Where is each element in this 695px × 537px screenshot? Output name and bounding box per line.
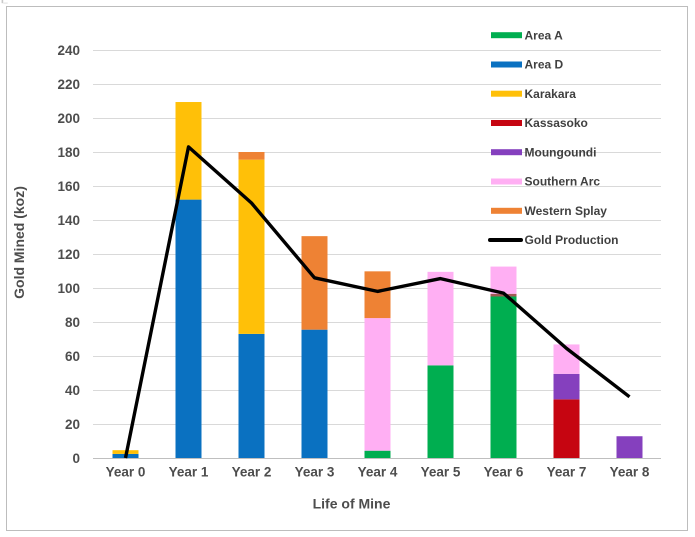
svg-text:0: 0: [72, 451, 80, 466]
svg-text:Area D: Area D: [525, 58, 564, 72]
svg-text:Year 3: Year 3: [295, 465, 335, 480]
svg-text:60: 60: [65, 349, 80, 364]
svg-text:Karakara: Karakara: [525, 87, 577, 101]
svg-text:Life of Mine: Life of Mine: [313, 496, 391, 512]
svg-text:Year 8: Year 8: [610, 465, 650, 480]
svg-text:Year 6: Year 6: [484, 465, 524, 480]
svg-text:Year 1: Year 1: [169, 465, 209, 480]
svg-text:Gold Production: Gold Production: [525, 233, 619, 247]
svg-text:Western Splay: Western Splay: [525, 204, 608, 218]
svg-text:40: 40: [65, 383, 80, 398]
svg-text:140: 140: [57, 213, 80, 228]
svg-text:Gold Mined (koz): Gold Mined (koz): [11, 186, 27, 299]
svg-text:Year 0: Year 0: [106, 465, 146, 480]
svg-text:200: 200: [57, 111, 80, 126]
svg-text:Southern Arc: Southern Arc: [525, 175, 601, 189]
svg-text:180: 180: [57, 145, 80, 160]
svg-text:Moungoundi: Moungoundi: [525, 145, 597, 159]
svg-text:Kassasoko: Kassasoko: [525, 116, 588, 130]
svg-text:240: 240: [57, 43, 80, 58]
svg-text:100: 100: [57, 281, 80, 296]
svg-text:Year 7: Year 7: [547, 465, 587, 480]
svg-text:Year 5: Year 5: [421, 465, 461, 480]
svg-text:120: 120: [57, 247, 80, 262]
svg-text:Year 2: Year 2: [232, 465, 272, 480]
svg-text:Area A: Area A: [525, 28, 564, 42]
svg-text:160: 160: [57, 179, 80, 194]
svg-text:80: 80: [65, 315, 80, 330]
svg-text:Year 4: Year 4: [358, 465, 398, 480]
svg-text:220: 220: [57, 77, 80, 92]
svg-text:20: 20: [65, 417, 80, 432]
